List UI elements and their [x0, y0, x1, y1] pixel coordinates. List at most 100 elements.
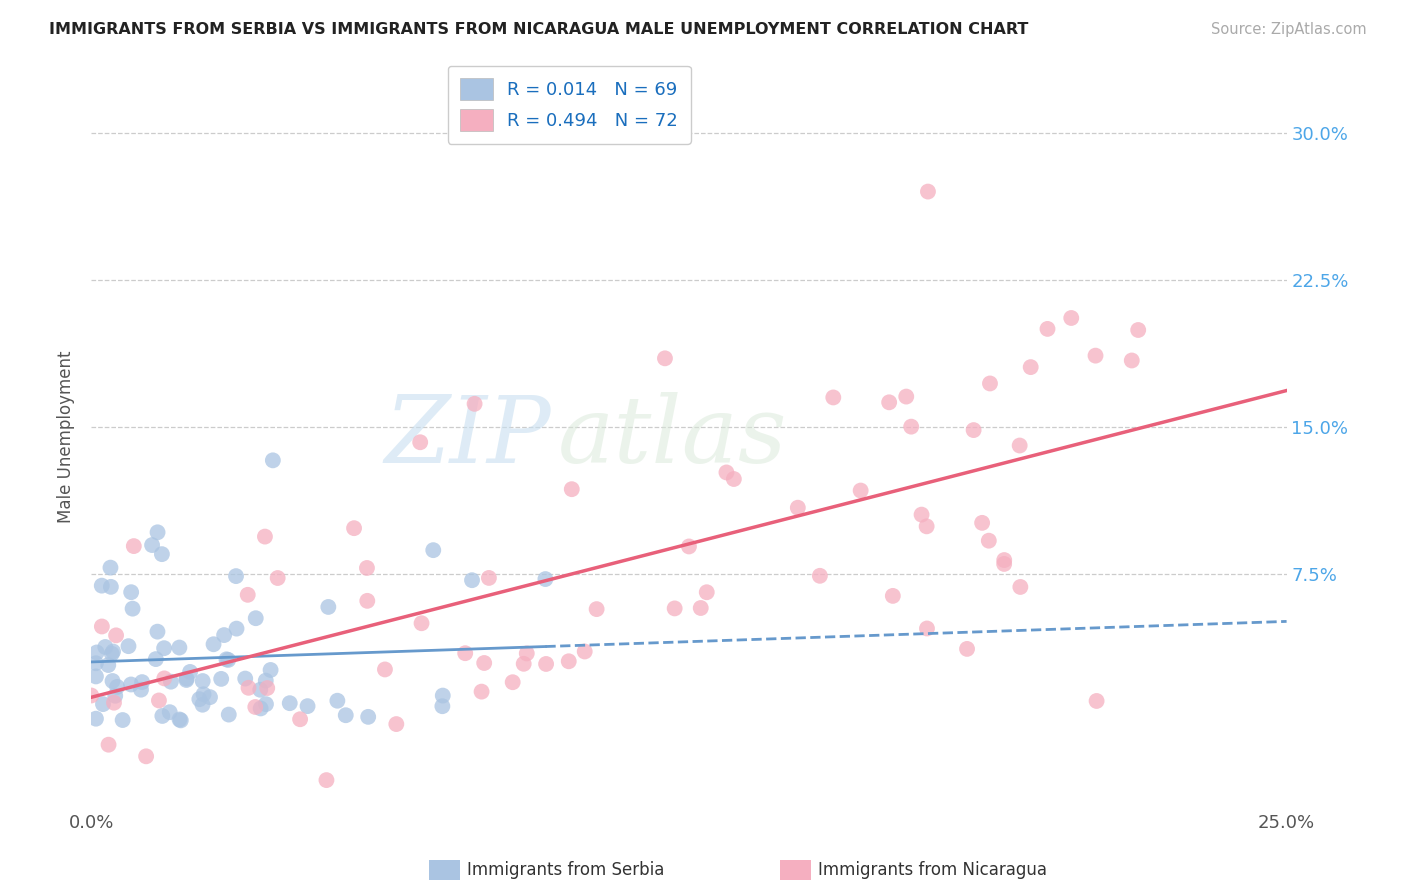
Point — [135, 749, 157, 764]
Point — [716, 466, 738, 480]
Point — [97, 738, 120, 752]
Point — [225, 569, 247, 583]
Point — [385, 717, 408, 731]
Point — [146, 624, 169, 639]
Point — [254, 697, 277, 711]
Point — [585, 602, 607, 616]
Text: Immigrants from Serbia: Immigrants from Serbia — [467, 861, 664, 879]
Point — [225, 622, 247, 636]
Point — [249, 701, 271, 715]
Point — [561, 482, 583, 496]
Point — [972, 516, 994, 530]
Point — [461, 573, 484, 587]
Point — [1128, 323, 1150, 337]
Point — [141, 538, 163, 552]
Point — [100, 580, 122, 594]
Point — [86, 645, 108, 659]
Point — [297, 699, 319, 714]
Point — [249, 682, 271, 697]
Point — [209, 672, 232, 686]
Point — [962, 423, 984, 437]
Point — [917, 185, 939, 199]
Point — [80, 689, 103, 703]
Point — [896, 390, 918, 404]
Point — [198, 690, 221, 705]
Point — [169, 713, 191, 727]
Point — [191, 673, 214, 688]
Point — [236, 588, 259, 602]
Point — [432, 689, 454, 703]
Point — [422, 543, 444, 558]
Text: atlas: atlas — [557, 392, 787, 482]
Point — [160, 674, 183, 689]
Point — [1060, 310, 1083, 325]
Point — [512, 657, 534, 671]
Point — [464, 397, 486, 411]
Point — [131, 675, 153, 690]
Point — [253, 530, 276, 544]
Text: Source: ZipAtlas.com: Source: ZipAtlas.com — [1211, 22, 1367, 37]
Text: ZIP: ZIP — [385, 392, 551, 482]
Point — [218, 707, 240, 722]
Point — [993, 557, 1015, 571]
Point — [374, 662, 396, 676]
Point — [159, 705, 181, 719]
Point — [120, 585, 142, 599]
Point — [516, 647, 538, 661]
Point — [335, 708, 357, 723]
Point — [150, 709, 173, 723]
Point — [471, 684, 494, 698]
Point — [215, 652, 238, 666]
Point — [84, 657, 107, 671]
Point — [148, 693, 170, 707]
Point — [266, 571, 288, 585]
Point — [357, 710, 380, 724]
Point — [90, 619, 112, 633]
Point — [1085, 694, 1108, 708]
Point — [910, 508, 932, 522]
Point — [1010, 580, 1032, 594]
Point — [977, 533, 1000, 548]
Point — [105, 680, 128, 694]
Point — [90, 579, 112, 593]
Point — [129, 682, 152, 697]
Point — [558, 654, 581, 668]
Point — [993, 553, 1015, 567]
Point — [212, 628, 235, 642]
Point — [256, 681, 278, 695]
Point — [122, 539, 145, 553]
Point — [288, 712, 311, 726]
Point — [188, 692, 211, 706]
Point — [1008, 438, 1031, 452]
Point — [259, 663, 281, 677]
Point — [111, 713, 134, 727]
Point — [254, 673, 277, 688]
Point — [478, 571, 501, 585]
Point — [238, 681, 260, 695]
Point — [233, 672, 256, 686]
Point — [900, 419, 922, 434]
Point — [823, 391, 845, 405]
Point — [678, 540, 700, 554]
Point — [245, 611, 267, 625]
Point — [915, 622, 938, 636]
Point — [245, 700, 267, 714]
Point — [217, 653, 239, 667]
Point — [121, 601, 143, 615]
Point — [343, 521, 366, 535]
Point — [169, 640, 191, 655]
Point — [117, 639, 139, 653]
Point — [101, 673, 124, 688]
Point — [153, 641, 176, 656]
Point — [262, 453, 284, 467]
Point — [502, 675, 524, 690]
Point — [356, 594, 378, 608]
Point — [654, 351, 676, 366]
Point — [1019, 360, 1042, 375]
Point — [191, 698, 214, 712]
Point — [179, 665, 201, 679]
Point — [956, 641, 979, 656]
Point — [170, 714, 193, 728]
Point — [84, 669, 107, 683]
Point — [1121, 353, 1143, 368]
